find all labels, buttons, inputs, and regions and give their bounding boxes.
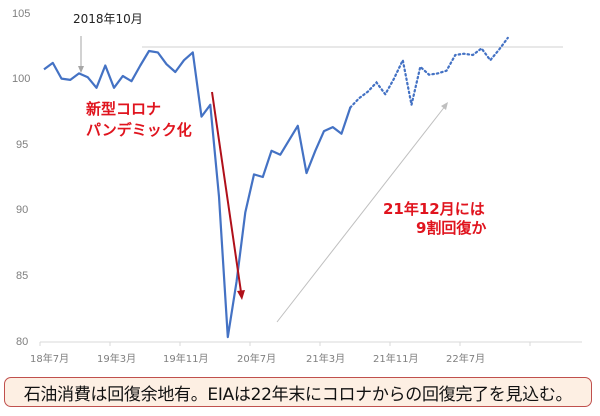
- annotation-pandemic-line1: 新型コロナ: [86, 100, 161, 118]
- x-tick-20-7: 20年7月: [237, 352, 276, 365]
- series-forecast-line: [349, 36, 509, 109]
- y-tick-80: 80: [16, 336, 28, 348]
- annotation-oct2018: 2018年10月: [73, 12, 143, 26]
- recovery-arrow: [276, 104, 447, 323]
- series-actual-line: [43, 49, 352, 339]
- x-tick-21-3: 21年3月: [306, 352, 345, 365]
- oct2018-arrowhead-icon: [78, 66, 84, 73]
- x-tick-19-11: 19年11月: [163, 352, 208, 365]
- annotation-recovery-line1: 21年12月には: [383, 200, 485, 218]
- annotation-pandemic-line2: パンデミック化: [86, 121, 192, 139]
- pandemic-arrowhead-icon: [237, 290, 245, 300]
- y-tick-90: 90: [16, 204, 28, 216]
- y-tick-85: 85: [16, 270, 28, 282]
- y-tick-95: 95: [16, 139, 28, 151]
- x-tick-19-3: 19年3月: [97, 352, 136, 365]
- x-tick-21-11: 21年11月: [373, 352, 418, 365]
- x-tick-18-7: 18年7月: [30, 352, 69, 365]
- line-chart: 105 100 95 90 85 80 18年7月 19年3月 19年11月 2…: [12, 8, 582, 365]
- caption-box: 石油消費は回復余地有。EIAは22年末にコロナからの回復完了を見込む。: [4, 377, 592, 407]
- recovery-arrowhead-icon: [441, 102, 448, 110]
- annotation-recovery-line2: 9割回復か: [416, 219, 486, 237]
- y-tick-105: 105: [12, 8, 30, 20]
- x-tick-22-7: 22年7月: [446, 352, 485, 365]
- pandemic-arrow: [211, 91, 242, 293]
- x-axis-ticks: [39, 342, 531, 346]
- y-tick-100: 100: [12, 73, 30, 85]
- caption-text: 石油消費は回復余地有。EIAは22年末にコロナからの回復完了を見込む。: [23, 384, 573, 405]
